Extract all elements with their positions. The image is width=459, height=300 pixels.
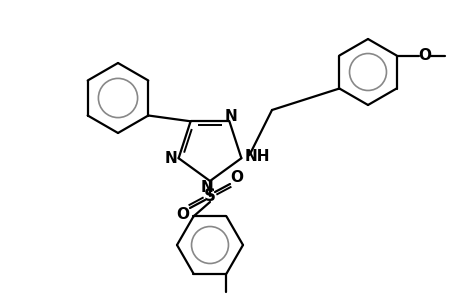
Text: N: N (200, 181, 213, 196)
Text: S: S (203, 187, 216, 205)
Text: O: O (417, 48, 430, 63)
Text: O: O (230, 169, 243, 184)
Text: O: O (176, 208, 189, 223)
Text: N: N (224, 109, 237, 124)
Text: NH: NH (244, 149, 269, 164)
Text: N: N (164, 151, 177, 166)
